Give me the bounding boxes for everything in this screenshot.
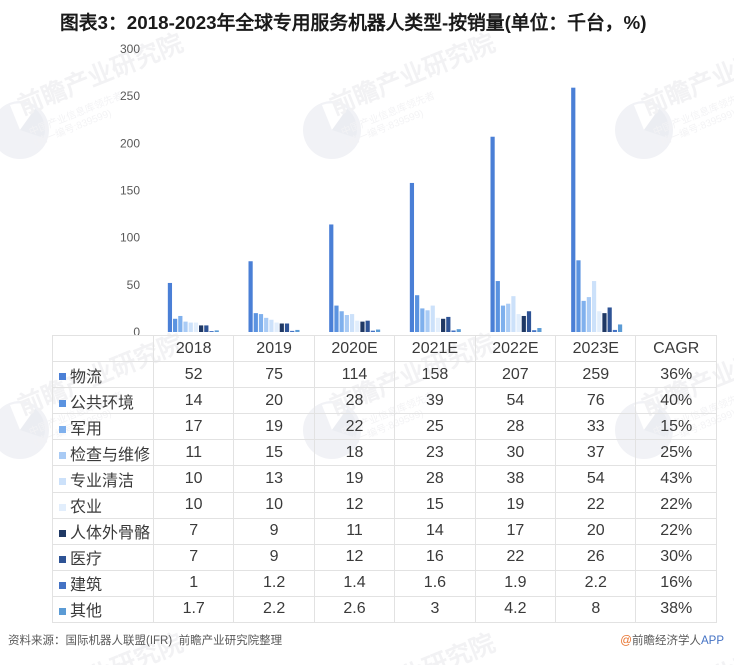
svg-text:150: 150: [120, 184, 140, 198]
svg-text:300: 300: [120, 42, 140, 56]
svg-text:250: 250: [120, 89, 140, 103]
svg-text:100: 100: [120, 231, 140, 245]
svg-text:50: 50: [127, 278, 141, 292]
svg-text:200: 200: [120, 136, 140, 150]
